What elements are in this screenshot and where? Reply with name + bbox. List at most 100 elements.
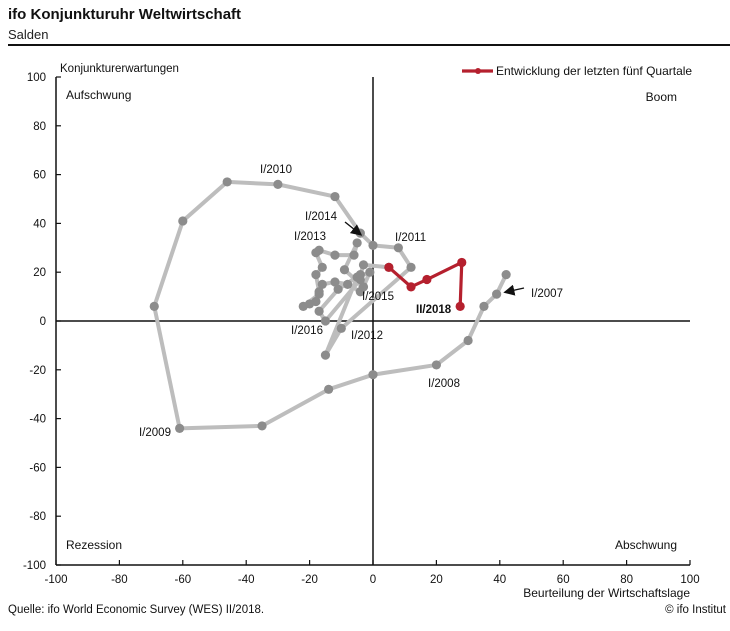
annotations: I/2007 I/2008 I/2009 I/2010 I/2011 I/2012 I/20… (139, 164, 563, 439)
data-point (178, 216, 188, 226)
data-point (317, 279, 327, 289)
axis-labels: 100 80 60 40 20 0 -20 -40 -60 -80 -100 -100 -80 -60 -4… (23, 63, 700, 600)
data-point (455, 301, 465, 311)
y-tick-label: 100 (27, 72, 46, 84)
arrow-i-2007 (503, 284, 525, 296)
data-point (339, 265, 350, 275)
quadrant-label-bottom-right: Abschwung (615, 538, 677, 552)
data-point (406, 262, 416, 272)
annotation-label: II/2018 (416, 304, 452, 316)
x-axis-title: Beurteilung der Wirtschaftslage (523, 586, 690, 600)
data-point (257, 421, 267, 431)
x-tick-label: -40 (238, 574, 255, 586)
annotation-label: I/2007 (531, 288, 563, 300)
data-point (330, 250, 340, 260)
y-tick-label: 80 (33, 121, 46, 133)
history-series (149, 177, 511, 433)
annotation-label: I/2012 (351, 330, 383, 342)
recent-series (384, 257, 467, 311)
y-tick-label: -100 (23, 560, 46, 572)
y-tick-label: 60 (33, 170, 46, 182)
annotation-label: I/2015 (362, 291, 394, 303)
data-point (314, 289, 324, 299)
x-tick-label: -80 (111, 574, 128, 586)
data-point (365, 267, 375, 277)
data-point (368, 240, 378, 250)
data-point (352, 238, 362, 248)
data-point (358, 260, 369, 270)
data-point (355, 270, 365, 280)
data-point (333, 284, 343, 294)
annotation-label: I/2014 (305, 211, 338, 223)
data-point (355, 287, 365, 297)
y-axis-title: Konjunkturerwartungen (60, 63, 179, 75)
x-tick-label: 20 (430, 574, 443, 586)
data-point (149, 301, 159, 311)
data-point (311, 270, 321, 280)
y-tick-label: 20 (33, 267, 46, 279)
title-divider (8, 44, 730, 46)
legend-marker (475, 68, 481, 74)
annotation-label: I/2016 (291, 325, 323, 337)
data-point (222, 177, 232, 187)
data-point (320, 350, 331, 360)
data-point (479, 301, 489, 311)
arrow-i-2014 (344, 221, 363, 236)
x-tick-label: -100 (44, 574, 67, 586)
data-point (298, 301, 308, 311)
y-tick-label: -60 (29, 462, 46, 474)
legend-label: Entwicklung der letzten fünf Quartale (496, 64, 692, 78)
annotation-label: I/2010 (260, 164, 292, 176)
data-point (336, 323, 346, 333)
data-point (320, 316, 331, 326)
x-tick-label: -20 (301, 574, 318, 586)
data-point (457, 257, 467, 268)
annotation-label: I/2011 (395, 232, 426, 244)
quadrant-label-top-left: Aufschwung (66, 88, 131, 102)
annotation-label: I/2008 (428, 378, 460, 390)
data-point (330, 277, 340, 287)
x-tick-label: 60 (557, 574, 570, 586)
data-point (317, 262, 327, 272)
data-point (349, 250, 359, 260)
x-tick-label: 100 (680, 574, 699, 586)
data-point (406, 282, 416, 292)
data-point (501, 270, 511, 280)
quadrant-label-top-right: Boom (646, 90, 677, 104)
data-point (343, 279, 353, 289)
data-point (384, 262, 394, 272)
data-point (368, 370, 378, 380)
y-tick-label: 0 (40, 316, 46, 328)
x-tick-label: -60 (174, 574, 191, 586)
source-note: Quelle: ifo World Economic Survey (WES) … (8, 604, 265, 616)
x-tick-label: 40 (493, 574, 506, 586)
data-point (422, 274, 432, 285)
series-line (387, 260, 464, 308)
data-point (311, 248, 321, 258)
data-point (492, 289, 502, 299)
annotation-label: I/2009 (139, 427, 171, 439)
x-tick-label: 0 (370, 574, 376, 586)
y-tick-label: -20 (29, 365, 46, 377)
data-point (463, 335, 473, 346)
data-point (324, 384, 334, 394)
chart-title: ifo Konjunkturuhr Weltwirtschaft (8, 6, 242, 23)
data-point (314, 306, 324, 316)
quadrant-label-bottom-left: Rezession (66, 538, 122, 552)
data-point (355, 228, 365, 238)
data-point (175, 423, 185, 433)
annotation-label: I/2013 (294, 231, 326, 243)
copyright-note: © ifo Institut (665, 604, 726, 616)
data-point (330, 191, 340, 202)
x-tick-label: 80 (620, 574, 633, 586)
data-point (273, 179, 283, 189)
chart-subtitle: Salden (8, 27, 49, 42)
y-tick-label: 40 (33, 218, 46, 230)
legend: Entwicklung der letzten fünf Quartale (462, 64, 692, 78)
y-tick-label: -40 (29, 414, 46, 426)
y-tick-label: -80 (29, 511, 46, 523)
data-point (393, 243, 403, 253)
axes (55, 76, 691, 566)
data-point (431, 360, 441, 370)
